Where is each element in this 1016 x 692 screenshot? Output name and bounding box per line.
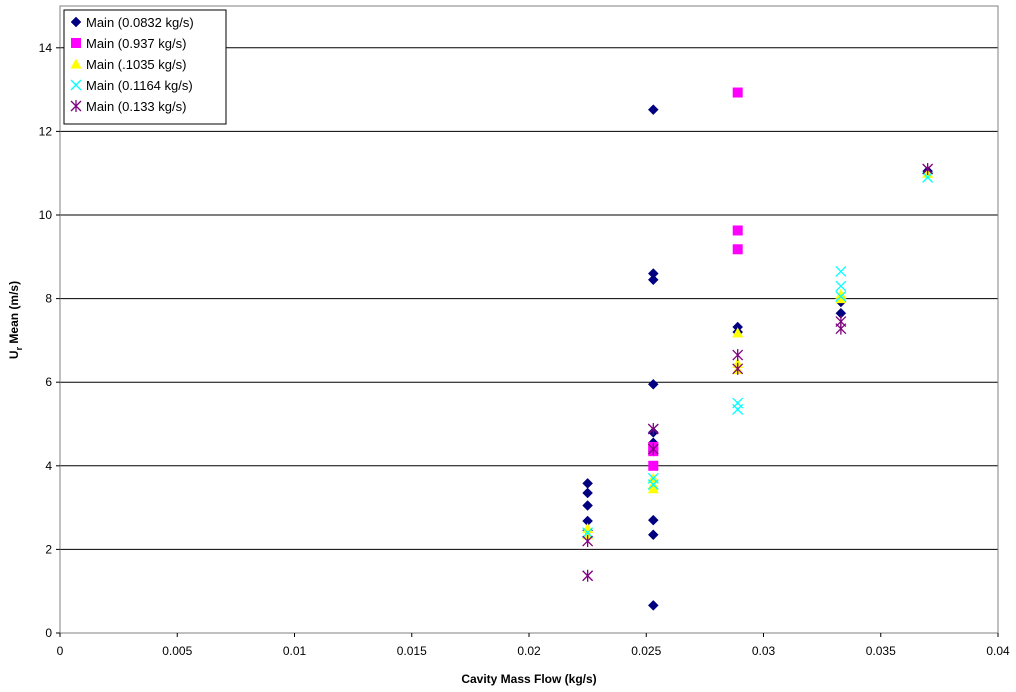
y-tick-label: 12 [39, 124, 53, 138]
y-tick-label: 8 [45, 292, 52, 306]
x-axis-title: Cavity Mass Flow (kg/s) [461, 672, 596, 686]
data-point [733, 225, 743, 235]
x-tick-label: 0.005 [162, 644, 192, 658]
x-tick-label: 0.035 [866, 644, 896, 658]
y-axis-title-rest: Mean (m/s) [7, 281, 21, 347]
y-axis-title-main: U [7, 350, 21, 359]
y-axis-title: Ur Mean (m/s) [7, 281, 24, 359]
legend: Main (0.0832 kg/s) Main (0.937 kg/s) Main … [64, 10, 226, 124]
x-tick-label: 0.04 [986, 644, 1010, 658]
y-tick-label: 4 [45, 459, 52, 473]
x-tick-label: 0.015 [397, 644, 427, 658]
x-tick-label: 0 [57, 644, 64, 658]
y-tick-label: 0 [45, 626, 52, 640]
y-tick-label: 10 [39, 208, 53, 222]
legend-marker [71, 38, 81, 48]
x-tick-label: 0.02 [517, 644, 541, 658]
legend-label: Main (0.133 kg/s) [86, 99, 186, 114]
x-tick-label: 0.01 [283, 644, 307, 658]
x-tick-label: 0.03 [752, 644, 776, 658]
data-point [648, 461, 658, 471]
legend-label: Main (0.937 kg/s) [86, 36, 186, 51]
legend-label: Main (0.0832 kg/s) [86, 15, 194, 30]
y-axis-ticks: 0 2 4 6 8 10 12 14 [39, 41, 60, 640]
legend-label: Main (0.1164 kg/s) [86, 78, 193, 93]
data-point [733, 244, 743, 254]
y-tick-label: 14 [39, 41, 53, 55]
legend-label: Main (.1035 kg/s) [86, 57, 186, 72]
y-tick-label: 6 [45, 375, 52, 389]
data-point [733, 88, 743, 98]
x-axis-ticks: 0 0.005 0.01 0.015 0.02 0.025 0.03 0.035 0.04 [57, 633, 1010, 658]
y-tick-label: 2 [45, 542, 52, 556]
x-tick-label: 0.025 [631, 644, 661, 658]
